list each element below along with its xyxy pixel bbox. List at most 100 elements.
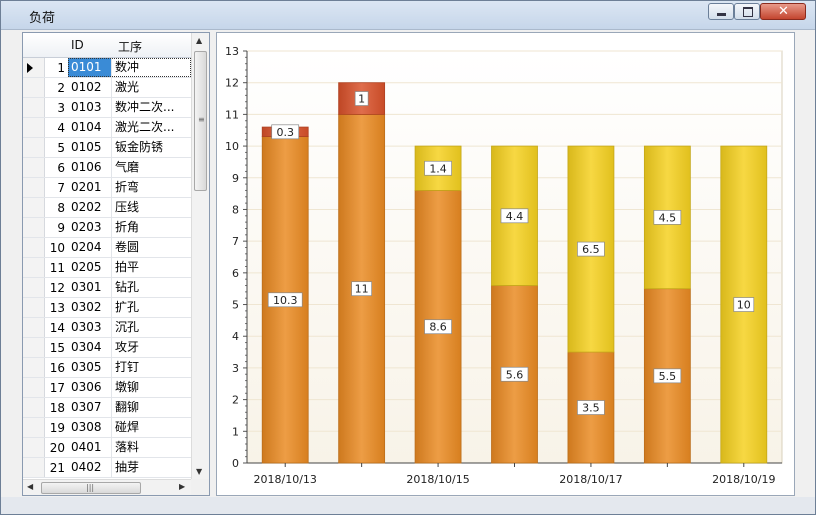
- cell-id[interactable]: 0202: [68, 198, 112, 217]
- cell-id[interactable]: 0102: [68, 78, 112, 97]
- cell-id[interactable]: 0205: [68, 258, 112, 277]
- cell-name[interactable]: 攻牙: [115, 340, 140, 354]
- cell-id[interactable]: 0302: [68, 298, 112, 317]
- cell-name[interactable]: 压线: [115, 200, 140, 214]
- row-selector[interactable]: [23, 438, 45, 457]
- horizontal-scrollbar[interactable]: ◀ ||| ▶: [23, 479, 191, 495]
- row-selector[interactable]: [23, 198, 45, 217]
- table-row[interactable]: 15 0304 攻牙: [23, 338, 191, 358]
- cell-id[interactable]: 0204: [68, 238, 112, 257]
- table-row[interactable]: 18 0307 翻铆: [23, 398, 191, 418]
- table-row[interactable]: 9 0203 折角: [23, 218, 191, 238]
- table-row[interactable]: 10 0204 卷圆: [23, 238, 191, 258]
- table-row[interactable]: 1 0101 数冲: [23, 58, 191, 78]
- table-row[interactable]: 21 0402 抽芽: [23, 458, 191, 478]
- cell-id[interactable]: 0201: [68, 178, 112, 197]
- table-row[interactable]: 7 0201 折弯: [23, 178, 191, 198]
- cell-name[interactable]: 卷圆: [115, 240, 140, 254]
- scroll-down-icon[interactable]: ▼: [196, 467, 203, 476]
- cell-id[interactable]: 0306: [68, 378, 112, 397]
- cell-id[interactable]: 0101: [68, 58, 112, 77]
- cell-name[interactable]: 折弯: [115, 180, 140, 194]
- cell-id[interactable]: 0106: [68, 158, 112, 177]
- horizontal-scroll-thumb[interactable]: |||: [41, 482, 141, 494]
- row-selector[interactable]: [23, 298, 45, 317]
- close-button[interactable]: ✕: [760, 3, 806, 20]
- cell-id[interactable]: 0401: [68, 438, 112, 457]
- header-id[interactable]: ID: [71, 38, 84, 52]
- cell-name[interactable]: 激光: [115, 80, 140, 94]
- row-selector[interactable]: [23, 398, 45, 417]
- row-selector[interactable]: [23, 218, 45, 237]
- process-grid[interactable]: ID 工序 1 0101 数冲 2 0102 激光 3 0103 数冲二次... 4 0104 激光二…: [22, 32, 210, 496]
- window-title: 负荷: [29, 11, 56, 26]
- cell-name[interactable]: 钻孔: [115, 280, 140, 294]
- cell-id[interactable]: 0303: [68, 318, 112, 337]
- row-selector[interactable]: [23, 78, 45, 97]
- table-row[interactable]: 14 0303 沉孔: [23, 318, 191, 338]
- cell-id[interactable]: 0104: [68, 118, 112, 137]
- table-row[interactable]: 20 0401 落料: [23, 438, 191, 458]
- cell-name[interactable]: 折角: [115, 220, 140, 234]
- cell-id[interactable]: 0203: [68, 218, 112, 237]
- row-selector[interactable]: [23, 178, 45, 197]
- cell-id[interactable]: 0308: [68, 418, 112, 437]
- row-selector[interactable]: [23, 58, 45, 77]
- y-tick-label: 3: [232, 362, 239, 375]
- table-row[interactable]: 4 0104 激光二次...: [23, 118, 191, 138]
- row-selector[interactable]: [23, 98, 45, 117]
- minimize-button[interactable]: [708, 3, 734, 20]
- row-selector[interactable]: [23, 458, 45, 477]
- cell-name[interactable]: 打钉: [115, 360, 140, 374]
- row-selector[interactable]: [23, 278, 45, 297]
- cell-name[interactable]: 拍平: [115, 260, 140, 274]
- cell-id[interactable]: 0105: [68, 138, 112, 157]
- cell-name[interactable]: 钣金防锈: [115, 140, 164, 154]
- table-row[interactable]: 2 0102 激光: [23, 78, 191, 98]
- row-selector[interactable]: [23, 238, 45, 257]
- row-selector[interactable]: [23, 318, 45, 337]
- cell-id[interactable]: 0402: [68, 458, 112, 477]
- row-selector[interactable]: [23, 258, 45, 277]
- header-name[interactable]: 工序: [118, 40, 143, 54]
- table-row[interactable]: 5 0105 钣金防锈: [23, 138, 191, 158]
- cell-name[interactable]: 数冲二次...: [115, 100, 175, 114]
- row-selector[interactable]: [23, 378, 45, 397]
- table-row[interactable]: 13 0302 扩孔: [23, 298, 191, 318]
- cell-id[interactable]: 0103: [68, 98, 112, 117]
- cell-name[interactable]: 翻铆: [115, 400, 140, 414]
- row-selector[interactable]: [23, 118, 45, 137]
- table-row[interactable]: 8 0202 压线: [23, 198, 191, 218]
- table-row[interactable]: 17 0306 墩铆: [23, 378, 191, 398]
- table-row[interactable]: 6 0106 气磨: [23, 158, 191, 178]
- cell-name[interactable]: 碰焊: [115, 420, 140, 434]
- row-selector[interactable]: [23, 358, 45, 377]
- cell-name[interactable]: 激光二次...: [115, 120, 175, 134]
- cell-id[interactable]: 0305: [68, 358, 112, 377]
- vertical-scroll-thumb[interactable]: ≡: [194, 51, 207, 191]
- cell-name[interactable]: 墩铆: [115, 380, 140, 394]
- row-selector[interactable]: [23, 418, 45, 437]
- row-selector[interactable]: [23, 338, 45, 357]
- cell-name[interactable]: 落料: [115, 440, 140, 454]
- table-row[interactable]: 16 0305 打钉: [23, 358, 191, 378]
- cell-id[interactable]: 0304: [68, 338, 112, 357]
- cell-name[interactable]: 扩孔: [115, 300, 140, 314]
- table-row[interactable]: 12 0301 钻孔: [23, 278, 191, 298]
- table-row[interactable]: 11 0205 拍平: [23, 258, 191, 278]
- cell-id[interactable]: 0307: [68, 398, 112, 417]
- scroll-left-icon[interactable]: ◀: [27, 482, 34, 491]
- table-row[interactable]: 19 0308 碰焊: [23, 418, 191, 438]
- cell-name[interactable]: 沉孔: [115, 320, 140, 334]
- row-selector[interactable]: [23, 138, 45, 157]
- cell-name[interactable]: 抽芽: [115, 460, 140, 474]
- vertical-scrollbar[interactable]: ▲ ≡ ▼: [191, 33, 209, 479]
- row-selector[interactable]: [23, 158, 45, 177]
- maximize-button[interactable]: [734, 3, 760, 20]
- scroll-right-icon[interactable]: ▶: [179, 482, 186, 491]
- cell-name[interactable]: 数冲: [115, 60, 140, 74]
- cell-name[interactable]: 气磨: [115, 160, 140, 174]
- scroll-up-icon[interactable]: ▲: [196, 36, 203, 45]
- cell-id[interactable]: 0301: [68, 278, 112, 297]
- table-row[interactable]: 3 0103 数冲二次...: [23, 98, 191, 118]
